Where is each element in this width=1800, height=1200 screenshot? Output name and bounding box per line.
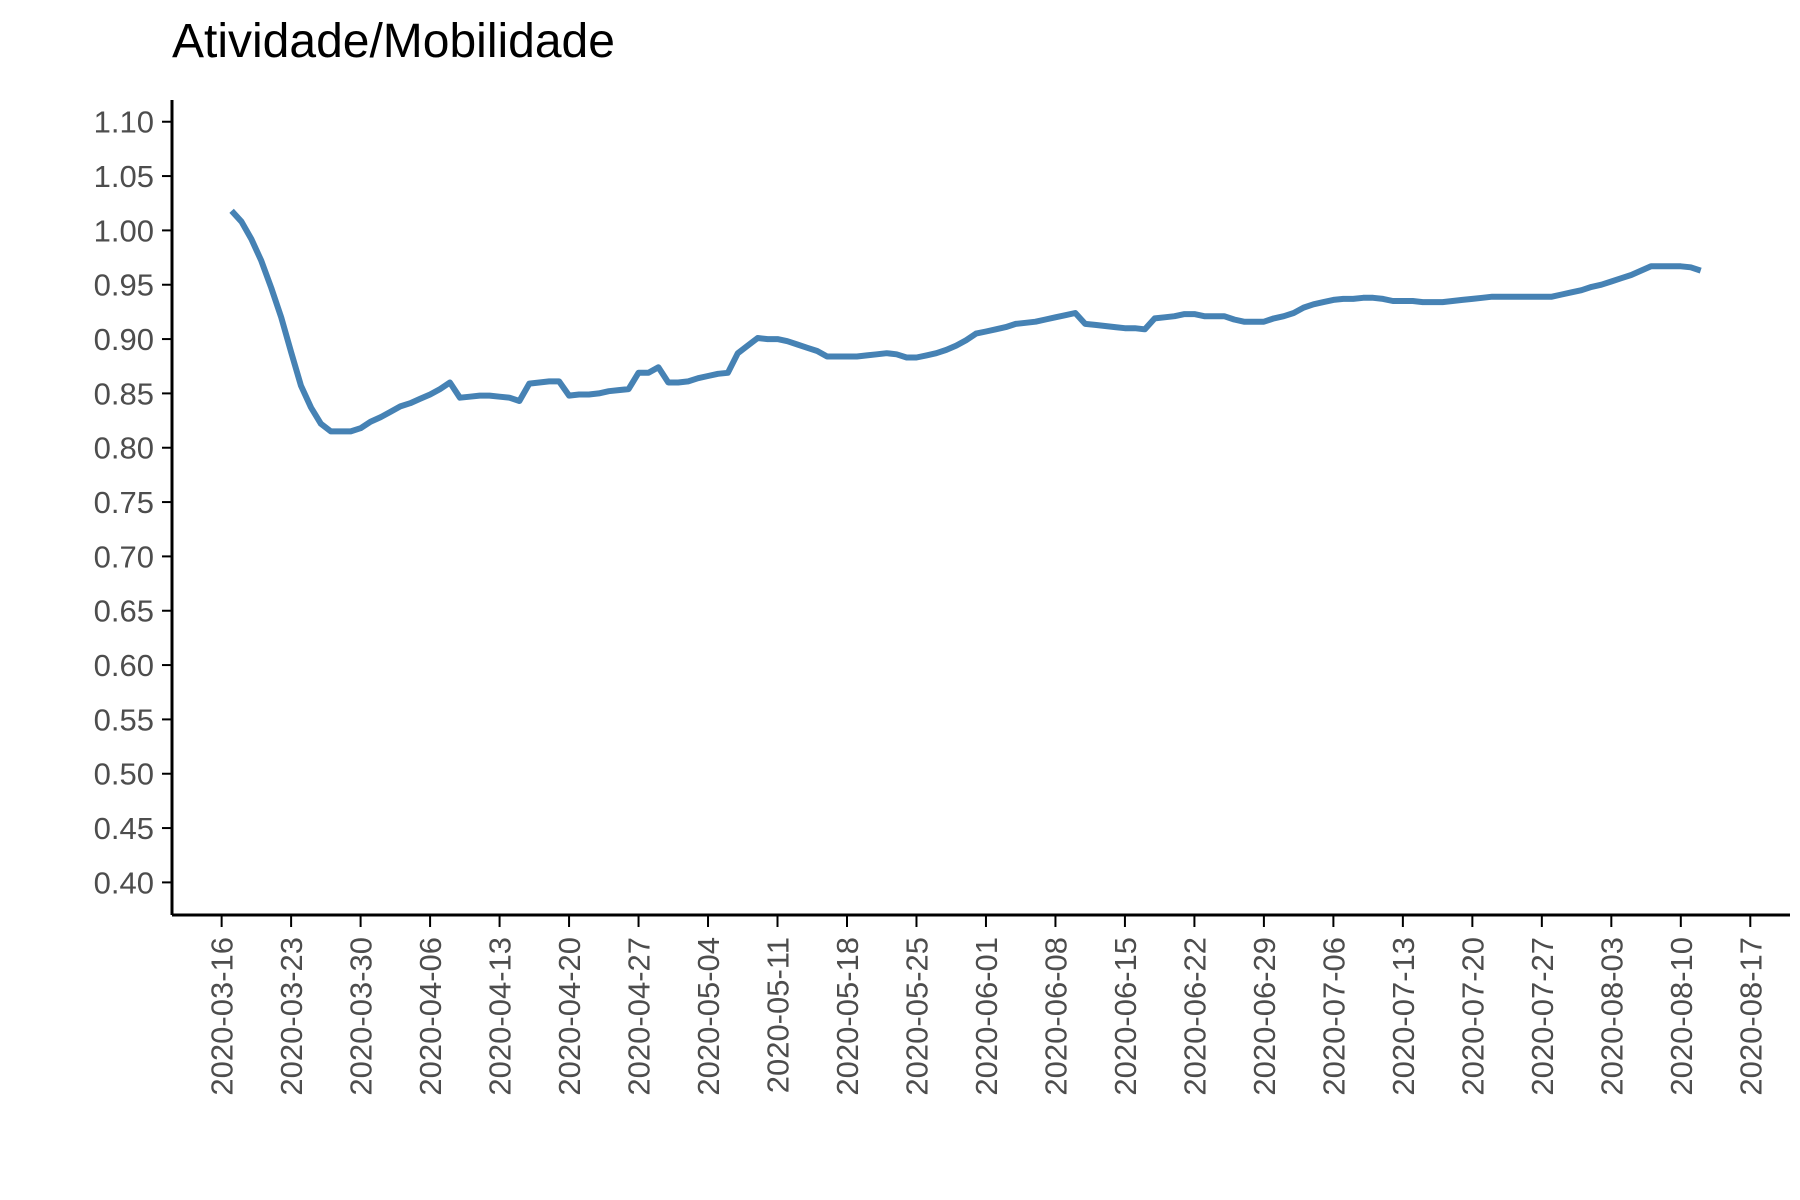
x-tick-label: 2020-06-22 (1177, 937, 1212, 1096)
y-tick-label: 0.50 (94, 757, 154, 792)
y-tick-label: 0.70 (94, 539, 154, 574)
y-tick-label: 0.85 (94, 376, 154, 411)
x-tick-label: 2020-07-06 (1316, 937, 1351, 1096)
y-tick-label: 0.55 (94, 702, 154, 737)
x-tick-label: 2020-08-10 (1664, 937, 1699, 1096)
x-tick-label: 2020-08-17 (1733, 937, 1768, 1096)
y-tick-label: 0.45 (94, 811, 154, 846)
y-tick-label: 0.65 (94, 594, 154, 629)
chart-title: Atividade/Mobilidade (172, 15, 615, 68)
series-line (229, 208, 1702, 435)
x-tick-label: 2020-06-01 (969, 937, 1004, 1096)
x-axis-ticks: 2020-03-16 2020-03-23 2020-03-30 2020-04-06… (205, 915, 1768, 1096)
x-tick-label: 2020-06-08 (1038, 937, 1073, 1096)
x-tick-label: 2020-07-13 (1386, 937, 1421, 1096)
y-tick-label: 0.75 (94, 485, 154, 520)
series-layer (229, 208, 1702, 435)
x-tick-label: 2020-06-29 (1247, 937, 1282, 1096)
y-tick-label: 0.95 (94, 268, 154, 303)
x-tick-label: 2020-03-16 (205, 937, 240, 1096)
x-tick-label: 2020-05-18 (830, 937, 865, 1096)
x-tick-label: 2020-05-04 (691, 937, 726, 1096)
y-tick-label: 1.10 (94, 105, 154, 140)
x-tick-label: 2020-05-11 (761, 937, 796, 1093)
x-tick-label: 2020-04-20 (552, 937, 587, 1096)
y-tick-label: 0.60 (94, 648, 154, 683)
x-tick-label: 2020-03-23 (274, 937, 309, 1096)
y-tick-label: 1.00 (94, 213, 154, 248)
y-tick-label: 0.80 (94, 431, 154, 466)
x-tick-label: 2020-04-13 (483, 937, 518, 1096)
y-axis-ticks: 0.40 0.45 0.50 0.55 0.60 0.65 0.70 0.75 0.80 0.85… (94, 105, 172, 900)
y-tick-label: 0.40 (94, 865, 154, 900)
x-tick-label: 2020-03-30 (344, 937, 379, 1096)
x-tick-label: 2020-08-03 (1594, 937, 1629, 1096)
x-tick-label: 2020-04-06 (413, 937, 448, 1096)
x-tick-label: 2020-06-15 (1108, 937, 1143, 1096)
x-tick-label: 2020-04-27 (622, 937, 657, 1096)
x-tick-label: 2020-07-27 (1525, 937, 1560, 1096)
y-tick-label: 1.05 (94, 159, 154, 194)
x-tick-label: 2020-05-25 (899, 937, 934, 1096)
x-tick-label: 2020-07-20 (1455, 937, 1490, 1096)
y-tick-label: 0.90 (94, 322, 154, 357)
